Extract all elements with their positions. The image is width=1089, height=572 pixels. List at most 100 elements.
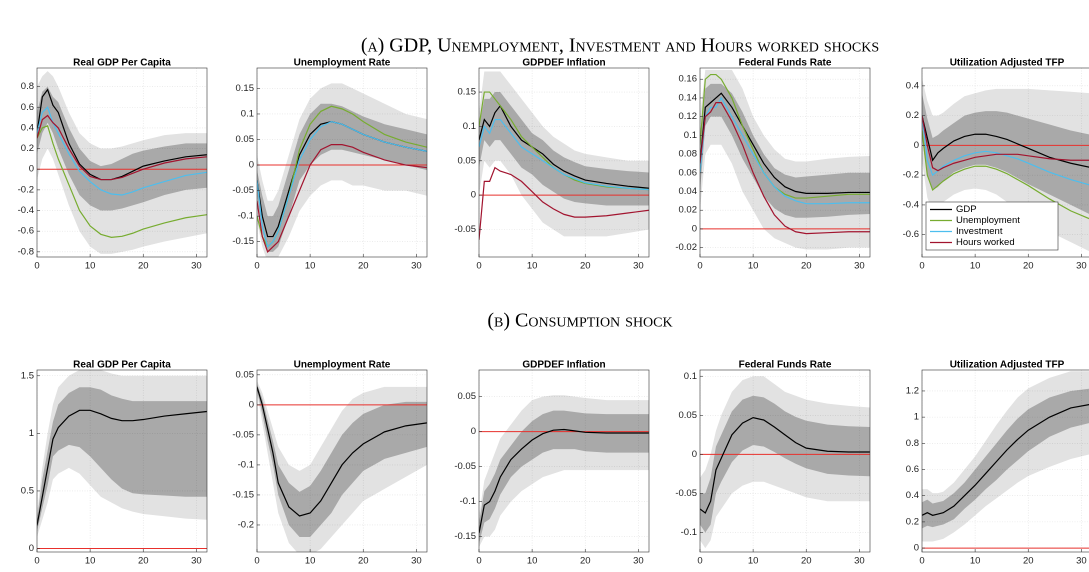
confidence-band (479, 92, 649, 206)
y-tick-label: 0.4 (906, 490, 919, 501)
plot-content (257, 68, 427, 257)
y-tick-label: 0.12 (679, 111, 698, 122)
y-tick-label: 0.05 (458, 391, 477, 402)
x-tick-label: 30 (854, 556, 865, 567)
x-tick-label: 30 (411, 261, 422, 272)
y-tick-label: 0.06 (679, 167, 698, 178)
y-tick-label: 0.6 (906, 464, 919, 475)
y-tick-label: -0.6 (903, 229, 919, 240)
confidence-band (257, 383, 427, 537)
y-tick-label: -0.2 (18, 184, 34, 195)
x-tick-label: 30 (633, 556, 644, 567)
x-tick-label: 10 (527, 261, 538, 272)
subplot-title: GDPDEF Inflation (522, 58, 605, 69)
confidence-band (922, 93, 1089, 214)
axes-frame (478, 67, 650, 258)
axes-frame (921, 67, 1089, 258)
y-tick-label: -0.02 (675, 242, 697, 253)
line-series (479, 118, 649, 191)
y-tick-label: 0.2 (21, 143, 34, 154)
line-series (700, 417, 870, 514)
x-tick-label: 20 (801, 556, 812, 567)
section-title: (a) GDP, Unemployment, Investment and Ho… (361, 35, 879, 57)
x-tick-label: 30 (411, 556, 422, 567)
x-tick-label: 10 (970, 556, 981, 567)
axes-frame (256, 67, 428, 258)
y-tick-label: 0 (692, 223, 697, 234)
y-tick-label: -0.4 (903, 199, 919, 210)
subplot-title: Unemployment Rate (294, 58, 391, 69)
line-series (257, 144, 427, 253)
line-series (700, 92, 870, 194)
axes-frame (256, 369, 428, 553)
y-tick-label: 0.15 (458, 87, 477, 98)
y-tick-label: 0.5 (21, 485, 34, 496)
x-tick-label: 30 (1076, 261, 1087, 272)
x-tick-label: 0 (254, 556, 259, 567)
x-tick-label: 20 (1023, 556, 1034, 567)
line-series (257, 121, 427, 248)
subplot: -0.6 -0.4 -0.2 0 0.2 0.4 0 10 20 30 Utilization Ad… (903, 58, 1089, 272)
x-tick-label: 0 (34, 556, 39, 567)
y-tick-label: -0.05 (232, 429, 254, 440)
axes-frame (478, 369, 650, 553)
y-tick-label: 0.8 (906, 438, 919, 449)
x-tick-label: 10 (85, 261, 96, 272)
y-tick-label: -0.1 (681, 527, 697, 538)
y-tick-label: -0.1 (460, 496, 476, 507)
y-tick-label: 0 (914, 543, 919, 554)
y-tick-label: 0.8 (21, 81, 34, 92)
y-tick-label: 1 (914, 412, 919, 423)
subplot: -0.15 -0.1 -0.05 0 0.05 0 10 20 30 GDPDEF Inflati… (454, 360, 650, 567)
plot-content (700, 370, 870, 552)
line-series (922, 403, 1089, 516)
y-tick-label: 0.2 (906, 516, 919, 527)
subplot: -0.2 -0.15 -0.1 -0.05 0 0.05 0 10 20 30 Unemployme… (232, 360, 428, 567)
y-tick-label: 0.08 (679, 149, 698, 160)
y-tick-label: -0.15 (454, 531, 476, 542)
plot-content (700, 68, 870, 257)
plot-content (479, 68, 649, 257)
x-tick-label: 0 (919, 261, 924, 272)
line-series (37, 125, 207, 238)
subplot: 0 0.5 1 1.5 0 10 20 30 Real GDP Per Capita (21, 360, 208, 567)
y-tick-label: -0.05 (232, 185, 254, 196)
x-tick-label: 10 (970, 261, 981, 272)
y-tick-label: 0 (692, 449, 697, 460)
subplot: 0 0.2 0.4 0.6 0.8 1 1.2 0 10 20 30 Utilization Adju… (906, 360, 1089, 567)
axes-frame (36, 67, 208, 258)
plot-content (37, 68, 207, 257)
x-tick-label: 0 (476, 261, 481, 272)
subplot-title: Federal Funds Rate (739, 58, 832, 69)
y-tick-label: 0.1 (684, 371, 697, 382)
x-tick-label: 30 (191, 261, 202, 272)
y-tick-label: -0.4 (18, 205, 34, 216)
y-tick-label: 0 (249, 399, 254, 410)
x-tick-label: 20 (1023, 261, 1034, 272)
y-tick-label: 0.15 (236, 83, 255, 94)
confidence-band (37, 86, 207, 211)
y-tick-label: 0 (914, 140, 919, 151)
x-tick-label: 30 (191, 556, 202, 567)
y-tick-label: 0.05 (236, 134, 255, 145)
subplot-title: Real GDP Per Capita (73, 58, 171, 69)
y-tick-label: -0.1 (238, 211, 254, 222)
y-tick-label: 0.2 (906, 110, 919, 121)
x-tick-label: 30 (854, 261, 865, 272)
line-series (479, 428, 649, 534)
x-tick-label: 0 (919, 556, 924, 567)
y-tick-label: 0.1 (241, 108, 254, 119)
axes-frame (36, 369, 208, 553)
x-tick-label: 10 (527, 556, 538, 567)
x-tick-label: 20 (801, 261, 812, 272)
x-tick-label: 0 (476, 556, 481, 567)
axes-frame (921, 369, 1089, 553)
legend-label: GDP (956, 204, 977, 215)
subplot: -0.05 0 0.05 0.1 0.15 0 10 20 30 GDPDEF Inflation (454, 58, 650, 272)
y-tick-label: 0 (249, 160, 254, 171)
subplot-title: Utilization Adjusted TFP (950, 360, 1065, 371)
confidence-band (700, 395, 870, 533)
plot-content (922, 370, 1089, 552)
